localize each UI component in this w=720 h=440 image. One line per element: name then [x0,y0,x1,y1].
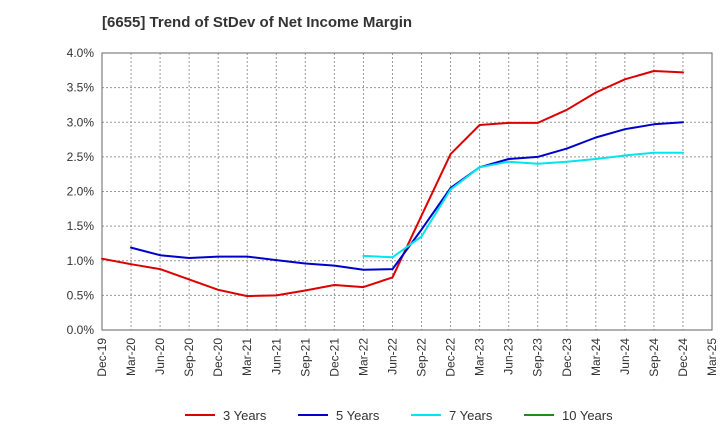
x-tick-label: Mar-22 [356,338,370,376]
legend-label: 5 Years [336,408,380,423]
x-tick-label: Dec-22 [444,338,458,377]
y-tick-label: 1.0% [67,254,95,268]
series-layer [101,70,684,298]
x-tick-label: Mar-20 [124,338,138,376]
x-tick-label: Mar-25 [705,338,719,376]
x-tick-label: Mar-21 [240,338,254,376]
series-line-3-years [101,70,684,298]
y-tick-label: 2.0% [67,185,95,199]
x-tick-label: Jun-24 [618,338,632,375]
x-tick-label: Dec-24 [676,338,690,377]
y-tick-label: 3.0% [67,115,95,129]
series-line-5-years [130,121,684,271]
y-tick-label: 3.5% [67,81,95,95]
x-tick-label: Jun-23 [502,338,516,375]
legend: 3 Years 5 Years 7 Years 10 Years [185,408,613,423]
y-tick-label: 4.0% [67,46,95,60]
y-tick-label: 1.5% [67,219,95,233]
axis-layer: 0.0% 0.5% 1.0% 1.5% 2.0% 2.5% 3.0% 3.5% 4.0% Dec-… [67,46,719,377]
grid-layer [101,52,713,331]
x-tick-label: Dec-20 [211,338,225,377]
series-line-7-years [362,151,684,259]
x-tick-label: Sep-24 [647,338,661,377]
chart-title: [6655] Trend of StDev of Net Income Marg… [102,14,413,31]
x-tick-label: Sep-20 [182,338,196,377]
x-tick-label: Dec-21 [327,338,341,377]
x-tick-label: Jun-20 [153,338,167,375]
legend-label: 10 Years [562,408,613,423]
x-tick-label: Dec-19 [95,338,109,377]
x-tick-label: Jun-21 [269,338,283,375]
x-tick-label: Mar-24 [589,338,603,376]
legend-label: 7 Years [449,408,493,423]
x-tick-label: Dec-23 [560,338,574,377]
x-tick-label: Jun-22 [385,338,399,375]
y-tick-label: 2.5% [67,150,95,164]
legend-label: 3 Years [223,408,267,423]
y-tick-label: 0.0% [67,323,95,337]
y-tick-label: 0.5% [67,288,95,302]
plot-border [101,52,713,331]
x-tick-label: Mar-23 [473,338,487,376]
x-tick-label: Sep-21 [298,338,312,377]
x-tick-label: Sep-22 [415,338,429,377]
x-tick-label: Sep-23 [531,338,545,377]
